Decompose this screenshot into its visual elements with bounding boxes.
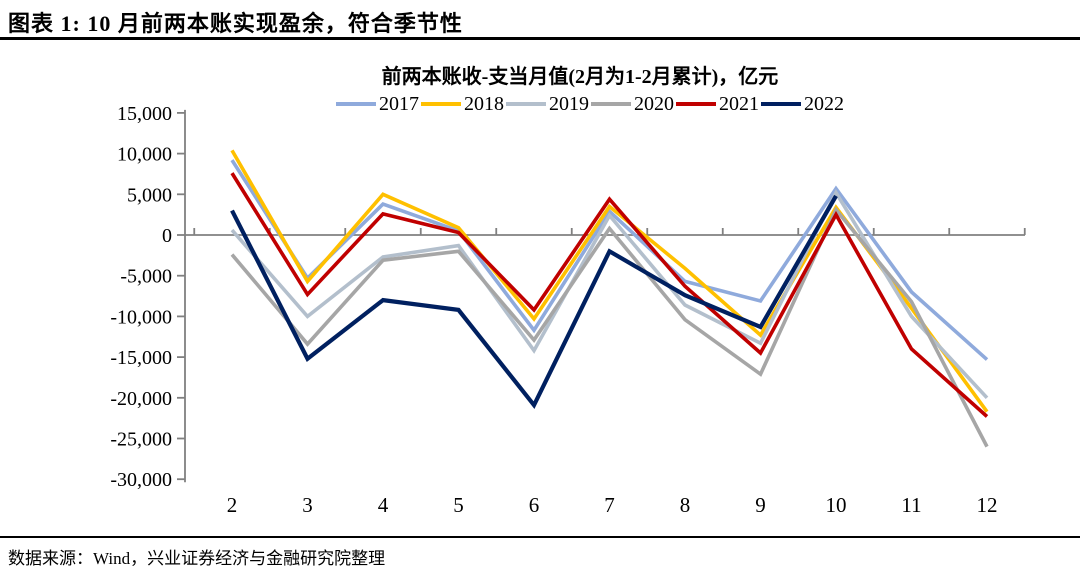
x-tick-label: 11 — [901, 493, 921, 517]
x-tick-label: 5 — [453, 493, 464, 517]
series-line-2020 — [230, 206, 989, 448]
y-tick-label: -5,000 — [120, 266, 172, 288]
legend-item-2022: 2022 — [761, 93, 844, 116]
chart-title: 前两本账收-支当月值(2月为1-2月累计)，亿元 — [381, 66, 779, 88]
legend-label: 2021 — [719, 92, 759, 115]
legend-item-2020: 2020 — [591, 93, 674, 116]
x-tick-label: 9 — [755, 493, 766, 517]
x-tick-label: 10 — [826, 493, 847, 517]
x-tick-label: 7 — [604, 493, 615, 517]
legend-item-2019: 2019 — [506, 93, 589, 116]
legend-swatch-2020 — [591, 102, 631, 106]
legend-item-2021: 2021 — [676, 93, 759, 116]
x-tick-label: 8 — [680, 493, 691, 517]
x-tick-label: 3 — [302, 493, 313, 517]
series-line-2017 — [230, 159, 989, 361]
y-tick-label: 0 — [162, 225, 172, 247]
series-line-2022 — [230, 194, 838, 410]
legend-label: 2018 — [464, 92, 504, 115]
legend-swatch-2021 — [676, 102, 716, 106]
legend-item-2018: 2018 — [421, 93, 504, 116]
y-tick-label: -15,000 — [110, 347, 172, 369]
series-line-2021 — [230, 172, 989, 418]
y-tick-label: 15,000 — [117, 103, 172, 125]
legend-swatch-2019 — [506, 102, 546, 106]
footer-divider — [0, 536, 1080, 538]
y-tick-label: -20,000 — [110, 388, 172, 410]
legend-swatch-2018 — [421, 102, 461, 106]
legend-swatch-2022 — [761, 102, 801, 106]
x-tick-label: 12 — [977, 493, 998, 517]
title-divider — [0, 37, 1080, 40]
legend-label: 2020 — [634, 92, 674, 115]
legend-label: 2019 — [549, 92, 589, 115]
legend-label: 2022 — [804, 92, 844, 115]
legend-item-2017: 2017 — [336, 93, 419, 116]
legend-swatch-2017 — [336, 102, 376, 106]
y-tick-label: -10,000 — [110, 306, 172, 328]
y-tick-label: 10,000 — [117, 144, 172, 166]
y-tick-label: -25,000 — [110, 429, 172, 451]
source-note: 数据来源：Wind，兴业证券经济与金融研究院整理 — [8, 549, 386, 568]
y-tick-label: -30,000 — [110, 469, 172, 491]
figure-title: 图表 1: 10 月前两本账实现盈余，符合季节性 — [8, 11, 463, 36]
chart-legend: 2017 2018 2019 2020 2021 2022 — [150, 92, 1030, 116]
x-tick-label: 6 — [529, 493, 540, 517]
series-line-2019 — [230, 188, 989, 400]
y-tick-label: 5,000 — [127, 184, 172, 206]
legend-label: 2017 — [379, 92, 419, 115]
x-tick-label: 2 — [227, 493, 238, 517]
x-tick-label: 4 — [378, 493, 389, 517]
